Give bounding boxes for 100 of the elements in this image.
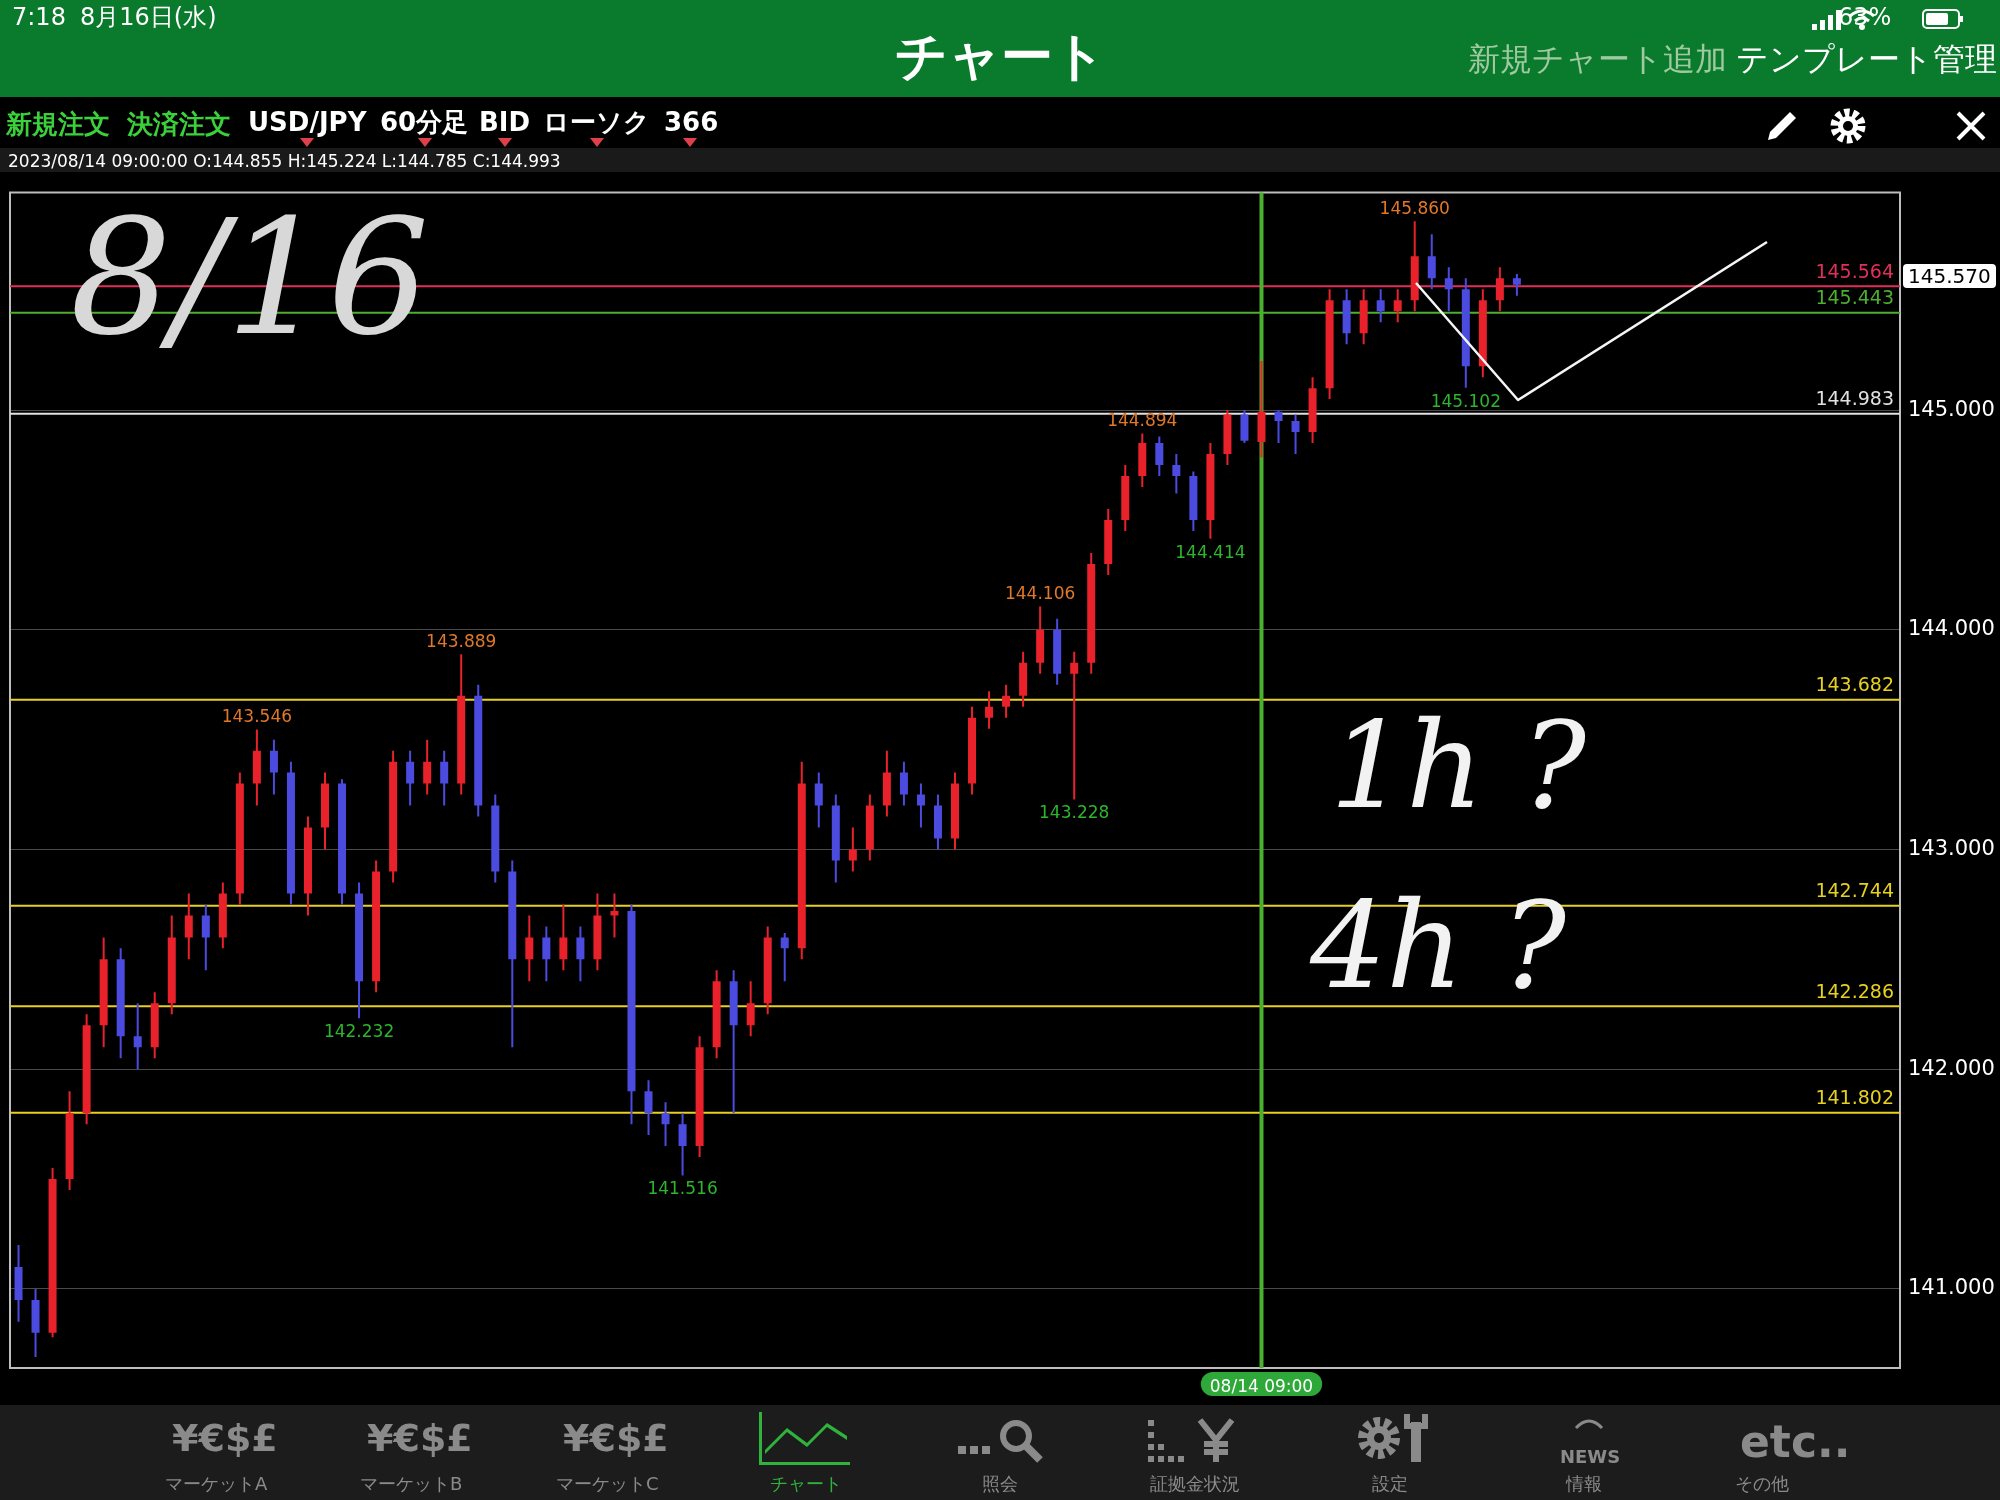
- text: 情報: [1566, 1473, 1602, 1494]
- annotation: 4h ?: [1310, 876, 1567, 1015]
- annotation: 1h ?: [1330, 696, 1587, 835]
- text: NEWS: [1560, 1446, 1621, 1467]
- candlestick: [116, 948, 125, 1059]
- text: 8月16日(水): [80, 3, 217, 31]
- y-tick-label: 145.000: [1908, 396, 1995, 421]
- y-tick-label: 144.000: [1908, 616, 1995, 641]
- annotation: 141.516: [647, 1178, 718, 1199]
- candlestick: [1070, 651, 1079, 800]
- candlestick: [542, 926, 551, 982]
- candlestick: [1325, 289, 1334, 400]
- candlestick: [933, 794, 942, 850]
- candlestick: [133, 1003, 142, 1070]
- text: ¥€$£: [367, 1416, 473, 1460]
- annotation: 143.228: [1039, 802, 1110, 823]
- candlestick: [1427, 234, 1436, 290]
- candlestick: [1512, 273, 1521, 296]
- candlestick: [1036, 606, 1045, 674]
- text: 設定: [1372, 1473, 1408, 1494]
- candlestick: [508, 860, 517, 1048]
- candlestick: [14, 1244, 23, 1322]
- y-tick-label: 143.000: [1908, 835, 1995, 860]
- candlestick: [474, 684, 483, 817]
- text: ローソク: [543, 107, 650, 137]
- candlestick: [695, 1036, 704, 1158]
- candlestick: [1206, 443, 1215, 539]
- text: 60分足: [380, 107, 469, 137]
- candlestick: [252, 729, 261, 806]
- candlestick: [355, 882, 364, 1019]
- text: 366: [664, 107, 719, 137]
- text: その他: [1735, 1473, 1789, 1494]
- candlestick: [201, 904, 210, 971]
- candlestick: [831, 794, 840, 883]
- text: マーケットA: [165, 1473, 268, 1494]
- annotation: 144.894: [1107, 410, 1178, 431]
- annotation: 144.106: [1004, 583, 1076, 604]
- candlestick: [661, 1102, 670, 1147]
- candlestick: [48, 1168, 57, 1338]
- candlestick: [406, 750, 415, 806]
- candlestick: [440, 750, 449, 806]
- text: 2023/08/14 09:00:00 O:144.855 H:145.224 L:144.785 C:144.993: [8, 151, 561, 171]
- candlestick: [1240, 410, 1249, 444]
- candlestick: [491, 794, 500, 883]
- ref-line-label: 144.983: [1815, 387, 1894, 410]
- annotation: 145.860: [1379, 198, 1450, 219]
- candlestick: [729, 970, 738, 1114]
- text: マーケットB: [360, 1473, 463, 1494]
- annotation: 142.232: [323, 1021, 395, 1042]
- candlestick: [1172, 454, 1181, 494]
- text: チャート: [770, 1473, 842, 1494]
- candlestick: [1257, 360, 1266, 458]
- candlestick: [99, 937, 108, 1048]
- candlestick: [184, 893, 193, 960]
- candlestick: [1393, 289, 1402, 323]
- candlestick: [1087, 552, 1096, 674]
- candlestick: [610, 893, 619, 938]
- candlestick: [303, 816, 312, 916]
- candlestick: [338, 779, 347, 905]
- ref-line-label: 142.744: [1815, 879, 1894, 902]
- candlestick: [1461, 278, 1470, 388]
- text: etc..: [1740, 1416, 1851, 1467]
- candlestick: [286, 761, 295, 905]
- text: ¥€$£: [172, 1416, 278, 1460]
- candlestick: [1410, 221, 1419, 312]
- annotation: 143.889: [426, 631, 497, 652]
- text: USD/JPY: [248, 107, 367, 137]
- candlestick: [951, 772, 959, 850]
- candlestick: [218, 882, 227, 949]
- candlestick: [916, 783, 925, 828]
- candlestick: [150, 992, 159, 1059]
- text: 新規注文: [6, 109, 110, 139]
- candlestick: [1495, 267, 1504, 312]
- text: 照会: [982, 1473, 1018, 1494]
- candlestick: [865, 794, 874, 861]
- text: 新規チャート追加: [1468, 40, 1727, 78]
- candlestick: [644, 1080, 653, 1136]
- candlestick: [780, 932, 789, 982]
- text: ¥€$£: [563, 1416, 669, 1460]
- candlestick: [1291, 414, 1300, 455]
- candlestick: [235, 772, 244, 905]
- text: テンプレート管理: [1736, 40, 1997, 78]
- candlestick: [1342, 289, 1351, 345]
- chart-title: チャート: [894, 26, 1106, 86]
- candlestick: [65, 1091, 74, 1191]
- candlestick: [899, 761, 908, 806]
- candlestick: [559, 904, 568, 971]
- text: BID: [479, 107, 531, 137]
- y-tick-label: 141.000: [1908, 1275, 1995, 1300]
- text: 決済注文: [127, 109, 231, 139]
- candlestick: [1189, 471, 1198, 531]
- candlestick: [525, 915, 534, 982]
- candlestick: [82, 1014, 91, 1125]
- y-tick-label: 142.000: [1908, 1055, 1995, 1080]
- ref-line-label: 145.564: [1815, 259, 1894, 282]
- candlestick: [746, 981, 755, 1037]
- annotation: 143.546: [221, 706, 293, 727]
- ref-line-label: 141.802: [1815, 1086, 1894, 1109]
- candlestick: [882, 750, 891, 817]
- candlestick: [1274, 410, 1283, 444]
